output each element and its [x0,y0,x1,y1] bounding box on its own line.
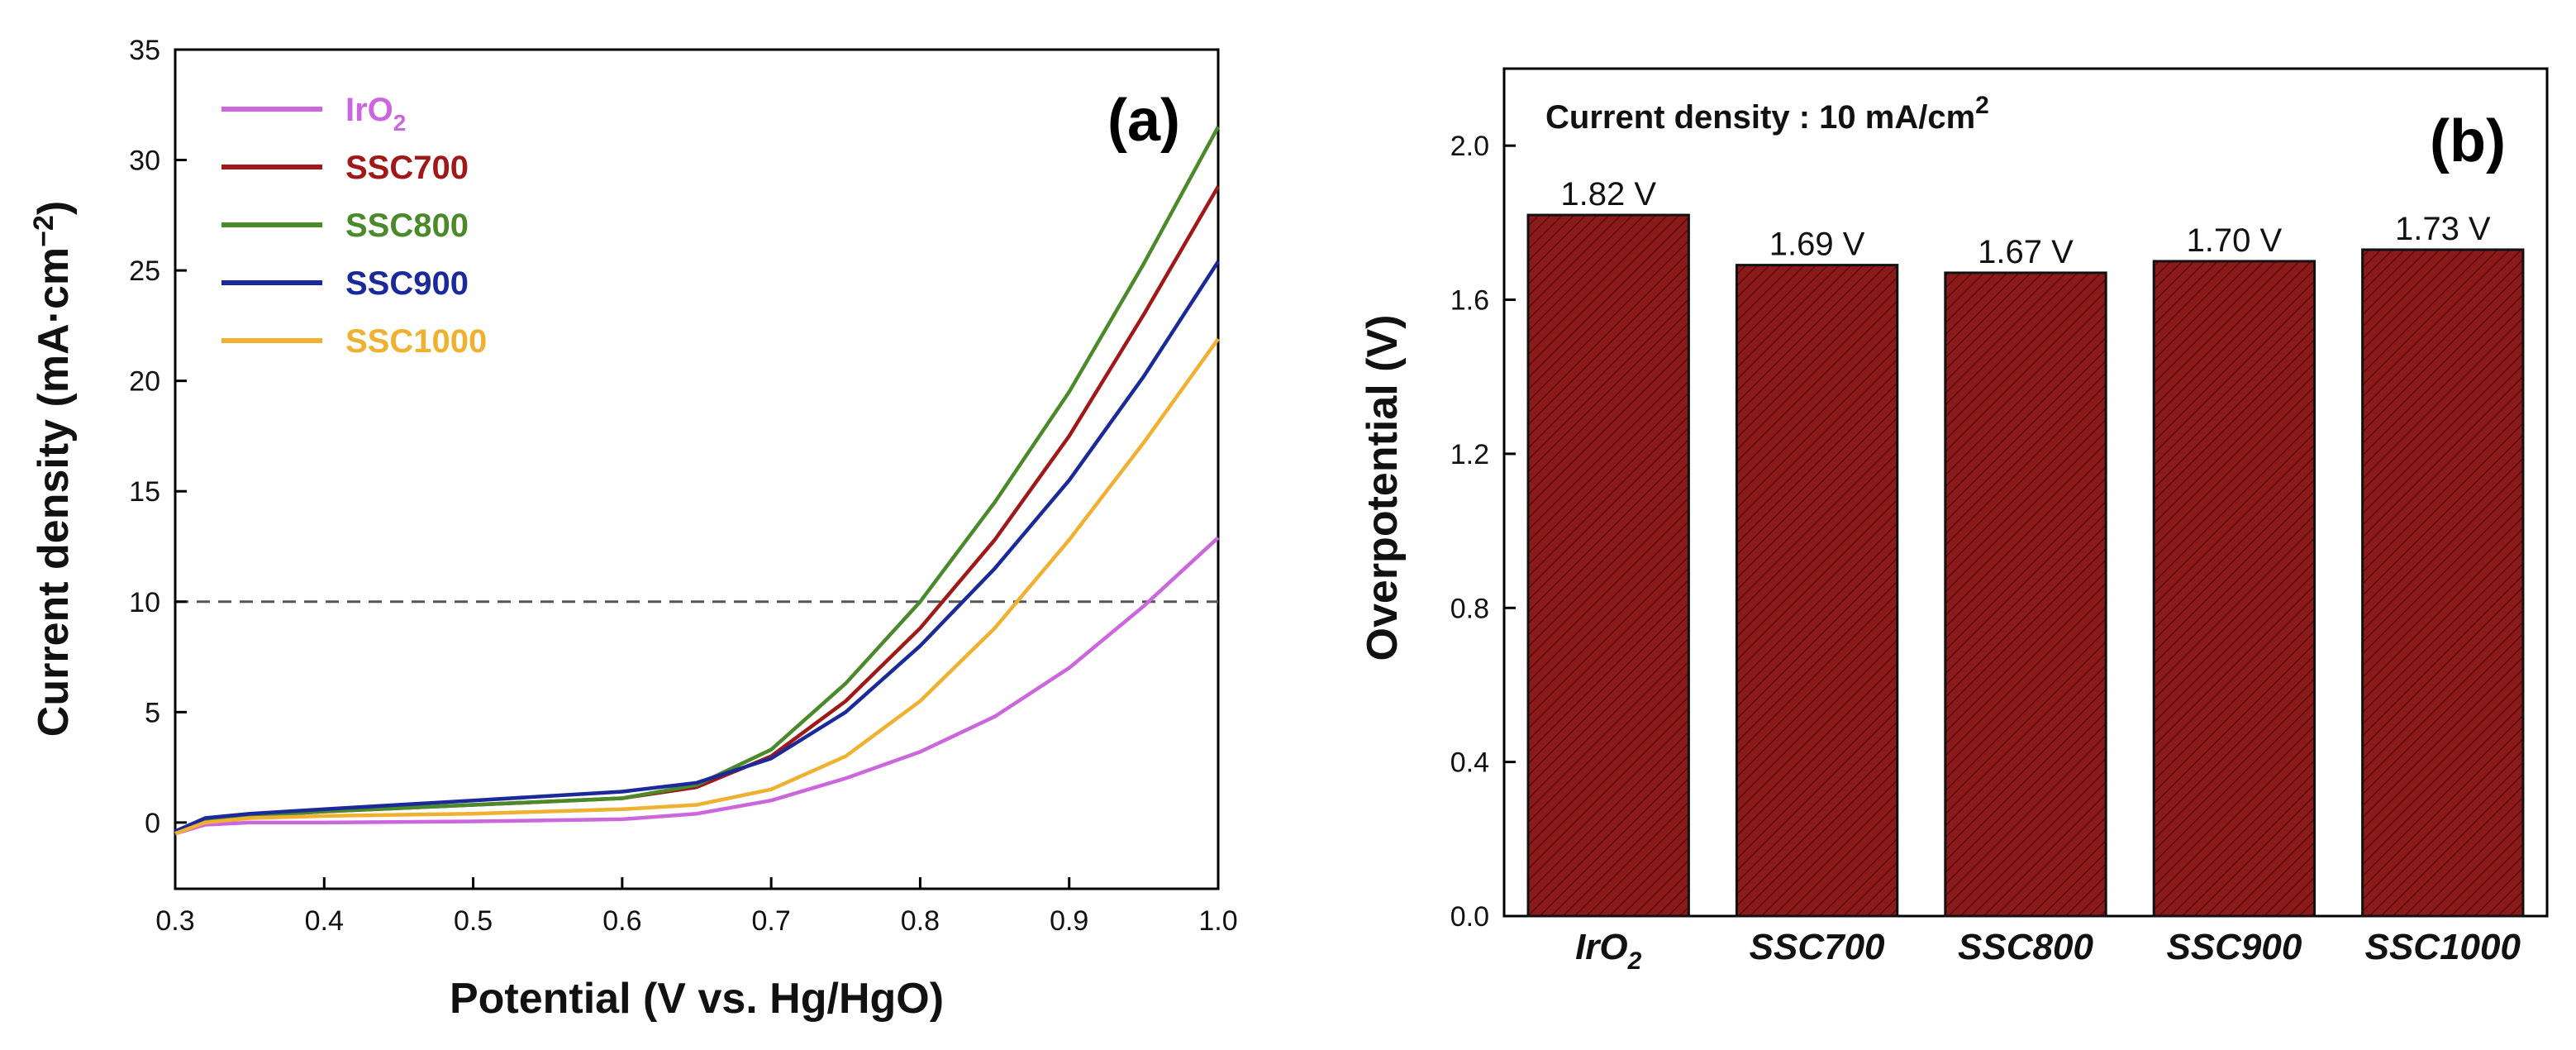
legend-label-ssc900: SSC900 [345,265,469,302]
y-tick-label-a: 25 [129,255,160,287]
series-line-ssc800 [174,126,1220,836]
x-tick-label-a: 0.3 [155,905,194,937]
legend-text: IrO [345,92,393,128]
x-category-label-b: SSC800 [1958,927,2093,967]
x-tick-label-a: 0.4 [305,905,344,937]
y-axis-title-b: Overpotential (V) [1359,315,1407,661]
legend-label-ssc700: SSC700 [345,150,469,186]
legend-text: SSC800 [345,208,469,244]
bar-value-label: 1.73 V [2395,211,2491,247]
series-line-ssc1000 [174,337,1220,836]
plot-frame-a [174,48,1220,890]
series-line-ssc700 [174,185,1220,836]
y-tick-label-b: 0.4 [1450,747,1489,779]
panel-a-line-chart: 0.3 0.4 0.5 0.6 0.7 0.8 0.9 1.0 0 5 10 15 20 25 30 35 I… [28,35,1238,1023]
annotation-sup: 2 [1975,92,1989,119]
bar-ssc800 [1944,271,2107,918]
y-axis-title-a-sup: −2 [28,215,60,247]
y-axis-title-a-close: ) [30,201,78,215]
legend-text: SSC700 [345,150,469,186]
bar-value-label: 1.82 V [1560,176,1656,212]
category-subscript: 2 [1627,947,1642,975]
x-category-label-b: IrO2 [1575,927,1642,975]
bar-ssc1000 [2361,248,2525,918]
legend-text: SSC1000 [345,323,487,360]
y-tick-label-b: 0.8 [1450,593,1489,624]
category-text: SSC1000 [2365,927,2521,967]
legend-label-ssc800: SSC800 [345,208,469,244]
bar-ssc900 [2152,260,2316,918]
legend-label-ssc1000: SSC1000 [345,323,487,360]
category-text: SSC700 [1750,927,1885,967]
bar-value-label: 1.70 V [2187,222,2283,259]
bar-value-label: 1.67 V [1978,234,2074,270]
x-category-label-b: SSC700 [1750,927,1885,967]
y-tick-label-a: 5 [145,697,160,728]
annotation-current-density: Current density : 10 mA/cm2 [1545,92,1989,136]
y-tick-label-b: 1.2 [1450,439,1489,470]
y-tick-label-a: 20 [129,366,160,398]
category-text: SSC900 [2166,927,2302,967]
x-tick-label-a: 0.7 [752,905,791,937]
x-category-label-b: SSC900 [2166,927,2302,967]
bar-ssc700 [1735,264,1899,918]
y-tick-label-a: 35 [129,35,160,66]
annotation-main: Current density : 10 mA/cm [1545,99,1975,136]
bar-value-label: 1.69 V [1769,227,1865,263]
y-tick-label-a: 15 [129,476,160,508]
y-axis-title-a: Current density (mA·cm−2) [28,201,78,737]
x-tick-label-a: 1.0 [1198,905,1237,937]
y-tick-label-b: 0.0 [1450,901,1489,933]
panel-label-b: (b) [2430,108,2506,174]
panel-label-a: (a) [1107,88,1180,154]
series-line-iro [174,536,1220,836]
panel-b-bar-chart: 1.82 V 1.69 V 1.67 V 1.70 V 1.73 V 0.0 0.4 0.8… [1359,67,2549,975]
x-tick-label-a: 0.5 [454,905,493,937]
y-tick-label-b: 2.0 [1450,131,1489,162]
y-tick-label-b: 1.6 [1450,285,1489,317]
category-text: SSC800 [1958,927,2093,967]
x-tick-label-a: 0.9 [1050,905,1088,937]
x-axis-title-a: Potential (V vs. Hg/HgO) [450,975,944,1023]
y-tick-label-a: 0 [145,808,160,839]
y-tick-label-a: 10 [129,587,160,618]
bar-iro2 [1526,213,1690,918]
x-tick-label-a: 0.8 [901,905,940,937]
x-tick-label-a: 0.6 [602,905,641,937]
x-category-label-b: SSC1000 [2365,927,2521,967]
y-axis-title-a-main: Current density (mA·cm [30,247,78,737]
category-text: IrO [1575,927,1628,967]
series-line-ssc900 [174,260,1220,833]
legend-label-iro: IrO2 [345,92,406,136]
y-tick-label-a: 30 [129,146,160,177]
legend-text: SSC900 [345,265,469,302]
legend-subscript: 2 [393,110,407,136]
